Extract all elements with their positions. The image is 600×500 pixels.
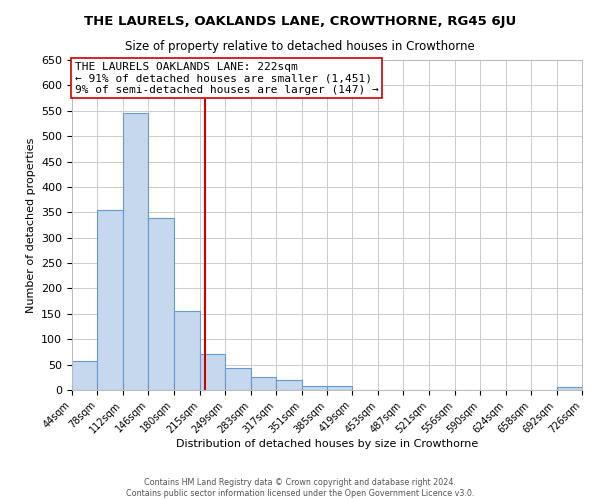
Text: THE LAURELS, OAKLANDS LANE, CROWTHORNE, RG45 6JU: THE LAURELS, OAKLANDS LANE, CROWTHORNE, …	[84, 15, 516, 28]
Bar	[97, 210, 123, 390]
Bar	[225, 368, 251, 390]
X-axis label: Distribution of detached houses by size in Crowthorne: Distribution of detached houses by size …	[176, 439, 478, 449]
Bar	[276, 380, 302, 390]
Bar	[302, 386, 327, 390]
Bar	[557, 388, 582, 390]
Y-axis label: Number of detached properties: Number of detached properties	[26, 138, 35, 312]
Text: Size of property relative to detached houses in Crowthorne: Size of property relative to detached ho…	[125, 40, 475, 53]
Bar	[174, 312, 200, 390]
Bar	[251, 378, 276, 390]
Bar	[123, 114, 148, 390]
Bar	[327, 386, 352, 390]
Text: THE LAURELS OAKLANDS LANE: 222sqm
← 91% of detached houses are smaller (1,451)
9: THE LAURELS OAKLANDS LANE: 222sqm ← 91% …	[74, 62, 379, 95]
Bar	[72, 361, 97, 390]
Text: Contains HM Land Registry data © Crown copyright and database right 2024.
Contai: Contains HM Land Registry data © Crown c…	[126, 478, 474, 498]
Bar	[148, 218, 174, 390]
Bar	[200, 354, 225, 390]
